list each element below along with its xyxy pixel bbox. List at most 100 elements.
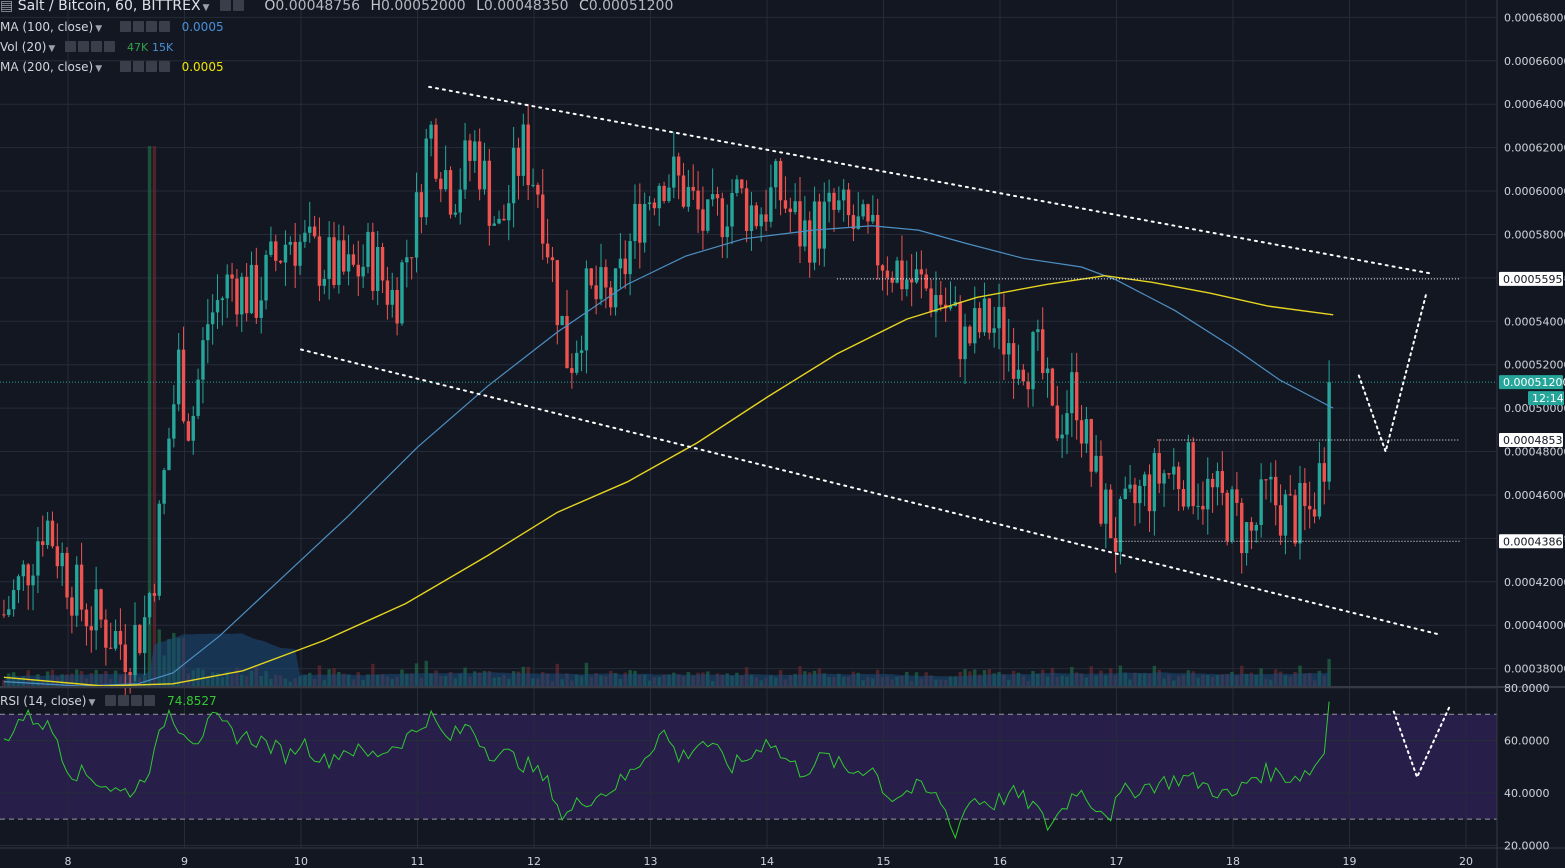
candle-down [1167,473,1171,475]
chevron-down-icon[interactable]: ▼ [202,3,210,13]
time-tick-label: 9 [181,855,188,868]
chevron-down-icon[interactable]: ▼ [88,698,96,708]
candle-down [1191,442,1195,507]
candle-up [793,201,797,213]
candle-up [414,192,419,258]
time-tick-label: 10 [294,855,308,868]
eye-icon[interactable] [65,41,77,52]
candle-up [327,237,331,279]
gear-icon[interactable] [132,61,144,72]
candle-up [584,268,589,351]
price-tick-label: 0.00054000 [1504,315,1565,328]
eye-icon[interactable] [119,21,131,32]
symbol-header: ▤ Salt / Bitcoin, 60, BITTREX ▼ O0.000487… [0,0,673,14]
volume-value: 47K [126,41,149,54]
candle-up [172,404,176,439]
candles [2,103,1331,696]
candle-down [1288,494,1292,496]
candle-up [774,160,778,188]
candle-up [507,203,511,221]
indicator-volume[interactable]: Vol (20) ▼ 47K 15K [0,40,173,54]
candle-up [599,267,603,300]
indicator-label[interactable]: Vol (20) [0,40,47,54]
gear-icon[interactable] [78,41,90,52]
candle-up [803,220,807,247]
candle-up [1327,382,1331,482]
candle-up [269,241,273,255]
grid [0,0,1497,848]
chevron-down-icon[interactable]: ▼ [95,64,103,74]
gear-icon[interactable] [132,21,144,32]
candle-down [875,214,880,266]
candle-down [1021,369,1025,382]
price-markers: 0.000559550.0005120012:140.000485340.000… [1499,271,1565,549]
ma200-value: 0.0005 [181,60,224,74]
eye-icon[interactable] [119,61,131,72]
candle-up [283,244,288,263]
candle-up [1128,484,1132,489]
plus-icon[interactable] [145,61,157,72]
candle-up [759,214,763,227]
candle-up [1254,524,1258,531]
price-tick-label: 0.00038000 [1504,663,1565,676]
candle-down [744,188,749,232]
candle-up [366,231,370,267]
candle-down [356,264,360,277]
close-icon[interactable] [158,61,170,72]
trend-drawings[interactable] [0,85,1497,780]
ohlc-values: O0.00048756 H0.00052000 L0.00048350 C0.0… [258,0,673,14]
indicator-label[interactable]: MA (100, close) [0,20,94,34]
collapse-icon[interactable]: ▤ [0,0,14,14]
candle-up [730,193,734,227]
candle-up [642,204,647,243]
price-marker-bg [1499,271,1563,286]
candle-down [104,619,108,648]
plus-icon[interactable] [91,41,103,52]
candle-down [181,349,186,422]
candle-up [201,340,205,380]
indicator-ma200[interactable]: MA (200, close) ▼ 0.0005 [0,60,224,74]
close-icon[interactable] [104,41,116,52]
candle-down [1041,329,1045,374]
gear-icon[interactable] [232,0,244,11]
chevron-down-icon[interactable]: ▼ [95,24,103,34]
candle-down [84,609,89,627]
candle-down [594,285,598,300]
candle-down [317,236,322,286]
candle-up [264,254,268,301]
candle-up [497,218,501,224]
candle-down [1312,509,1317,517]
candle-up [259,300,263,318]
indicator-label[interactable]: MA (200, close) [0,60,94,74]
candle-up [618,258,623,269]
indicator-label[interactable]: RSI (14, close) [0,694,87,708]
candle-down [565,315,569,369]
candle-up [1152,453,1157,512]
rsi-value: 74.8527 [167,694,217,708]
eye-icon[interactable] [105,695,117,706]
indicator-ma100[interactable]: MA (100, close) ▼ 0.0005 [0,20,224,34]
close-icon[interactable] [144,695,156,706]
price-tick-label: 0.00042000 [1504,576,1565,589]
ohlc-low-key: L [476,0,484,14]
symbol-title[interactable]: Salt / Bitcoin, 60, BITTREX [17,0,201,14]
candle-up [1094,455,1098,472]
candle-up [1142,474,1147,486]
close-icon[interactable] [158,21,170,32]
candle-down [1210,478,1215,488]
gear-icon[interactable] [118,695,130,706]
candle-up [1230,489,1234,541]
plus-icon[interactable] [131,695,143,706]
time-tick-label: 13 [644,855,658,868]
chevron-down-icon[interactable]: ▼ [48,44,56,54]
candle-down [851,215,856,229]
ohlc-close-key: C [578,0,589,14]
candle-down [1055,405,1059,439]
plus-icon[interactable] [145,21,157,32]
volume-bars [2,146,1331,686]
indicator-rsi[interactable]: RSI (14, close) ▼ 74.8527 [0,694,217,708]
candle-up [575,352,579,373]
eye-icon[interactable] [219,0,231,11]
candle-up [1138,485,1142,504]
